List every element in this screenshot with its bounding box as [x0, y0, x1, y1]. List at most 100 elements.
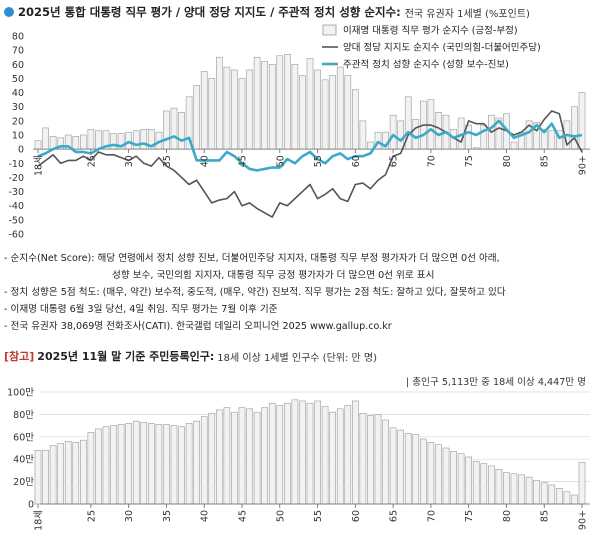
population-bar — [563, 491, 571, 505]
y-tick-label: 80 — [12, 32, 24, 43]
x-tick-label: 65 — [389, 155, 400, 167]
legend-label: 주관적 정치 성향 순지수 (성향 보수-진보) — [343, 59, 509, 71]
approval-bar — [291, 63, 299, 150]
x-tick-label: 25 — [86, 510, 97, 522]
population-bar — [216, 409, 223, 505]
population-bar — [329, 411, 336, 505]
population-bar — [321, 406, 329, 505]
population-bar — [49, 445, 57, 505]
approval-bar — [231, 69, 238, 150]
legend-label: 양대 정당 지지도 순지수 (국민의힘-더불어민주당) — [343, 43, 541, 54]
population-bar — [276, 405, 284, 505]
y-tick-label: 50 — [12, 74, 24, 85]
y-tick-label: 10 — [12, 131, 24, 142]
population-bar — [140, 421, 148, 505]
approval-bar — [435, 112, 442, 150]
population-bar — [223, 407, 231, 505]
note-line-1: - 순지수(Net Score): 해당 연령에서 정치 성향 진보, 더불어민… — [4, 253, 500, 264]
approval-bar — [261, 61, 268, 150]
population-bar — [148, 423, 155, 505]
population-bar — [261, 407, 268, 505]
population-bar — [246, 408, 253, 505]
population-bar — [306, 402, 314, 505]
y-tick-label: -60 — [8, 230, 24, 241]
approval-bar — [253, 56, 261, 150]
approval-bar — [321, 79, 329, 150]
ideology-line — [37, 119, 583, 172]
reference-title-row: [참고] 2025년 11월 말 기준 주민등록인구: 18세 이상 1세별 인… — [4, 348, 377, 364]
y-tick-label: 80만 — [13, 410, 34, 421]
approval-bar — [329, 75, 336, 150]
y-tick-label: -20 — [8, 173, 24, 184]
x-tick-label: 60 — [351, 155, 362, 167]
population-bar — [404, 433, 412, 505]
x-tick-label: 70 — [426, 155, 437, 167]
population-bar — [64, 440, 72, 505]
net-score-chart: 80 70 60 50 40 30 20 10 0 -10 -20 -30 -40 -50 -60 18세 25… — [8, 24, 590, 241]
population-bar — [95, 428, 102, 505]
approval-bar — [170, 107, 178, 150]
population-bar — [87, 432, 95, 505]
approval-bar — [314, 69, 321, 150]
approval-bar — [178, 112, 185, 150]
y-tick-label: 30 — [12, 102, 24, 113]
approval-bar — [95, 130, 102, 150]
x-tick-label: 40 — [200, 155, 211, 167]
population-bar — [382, 419, 389, 505]
x-tick-label: 50 — [275, 510, 286, 522]
population-bar — [359, 412, 367, 505]
population-bar — [231, 411, 238, 505]
x-tick-label: 18세 — [34, 510, 45, 531]
approval-bar — [344, 75, 352, 150]
population-bar — [178, 426, 185, 505]
x-tick-label: 80 — [502, 155, 513, 167]
population-bar — [57, 443, 64, 505]
x-tick-label: 25 — [86, 155, 97, 167]
population-bar — [518, 474, 525, 505]
population-bar — [578, 462, 586, 505]
approval-bar — [397, 120, 404, 150]
x-tick-label: 90+ — [578, 155, 589, 175]
y-tick-label: 70 — [12, 46, 24, 57]
reference-subtitle: 18세 이상 1세별 인구수 (단위: 만 명) — [217, 352, 377, 364]
x-tick-label: 85 — [540, 155, 551, 167]
y-tick-label: -30 — [8, 187, 24, 198]
reference-title: 2025년 11월 말 기준 주민등록인구: — [37, 350, 215, 363]
population-bar — [291, 399, 299, 505]
y-tick-label: 20 — [12, 116, 24, 127]
population-bar — [344, 405, 352, 505]
population-bar — [117, 424, 125, 505]
x-tick-label: 90+ — [578, 510, 589, 530]
approval-bar — [80, 134, 87, 150]
population-bar — [170, 425, 178, 505]
approval-bar — [110, 133, 117, 150]
x-tick-label: 60 — [351, 510, 362, 522]
note-line-5: - 전국 유권자 38,069명 전화조사(CATI). 한국갤럽 데일리 오피… — [4, 321, 392, 332]
population-bar — [427, 442, 435, 505]
x-tick-label: 40 — [200, 510, 211, 522]
y-tick-label: 40만 — [13, 455, 34, 466]
approval-bar — [140, 129, 148, 150]
y-tick-label: 60 — [12, 60, 24, 71]
approval-bar — [336, 66, 344, 150]
note-line-4: - 이재명 대통령 6월 3일 당선, 4일 취임. 직무 평가는 7월 이후 … — [4, 304, 278, 315]
party-support-line — [37, 110, 583, 218]
approval-bar — [42, 127, 49, 150]
approval-bar — [246, 69, 253, 150]
approval-bar — [352, 89, 359, 150]
approval-bar — [223, 66, 231, 150]
approval-bar — [299, 75, 306, 150]
y-tick-label: -10 — [8, 159, 24, 170]
legend-bar-swatch — [322, 24, 337, 36]
y-tick-label: -40 — [8, 201, 24, 212]
approval-bar — [208, 78, 216, 150]
population-bar — [525, 476, 533, 505]
approval-bar — [268, 63, 276, 150]
population-bar — [208, 412, 216, 505]
x-tick-label: 50 — [275, 155, 286, 167]
population-bar — [556, 488, 563, 505]
chart-notes: - 순지수(Net Score): 해당 연령에서 정치 성향 진보, 더불어민… — [4, 250, 590, 335]
approval-bar — [284, 54, 291, 150]
approval-bar — [200, 71, 208, 150]
population-bar — [465, 456, 472, 505]
